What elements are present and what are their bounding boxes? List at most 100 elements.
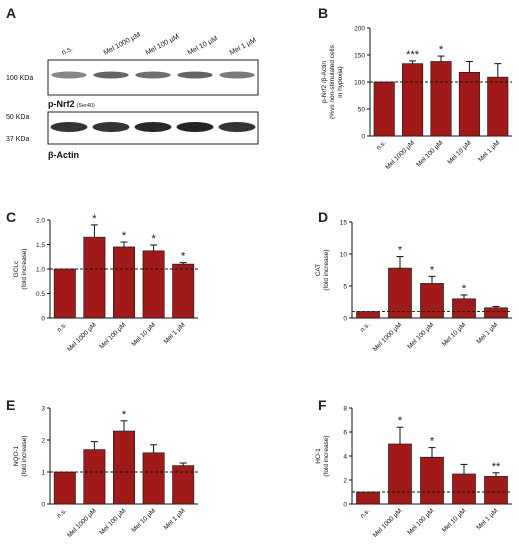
y-tick-label: 4	[343, 453, 347, 460]
bar	[356, 491, 380, 505]
y-tick-label: 0.5	[36, 291, 45, 298]
x-tick-label: n.s.	[56, 321, 68, 333]
significance-mark: *	[462, 283, 467, 295]
panel-letter: F	[318, 397, 327, 413]
chart-c: C 0 0.5 1.0 1.5 2.0 GCLc (fold increase) n.s. * Me…	[6, 209, 198, 353]
y-tick-label: 200	[354, 25, 365, 32]
blot-lane-label: Mel 1 µM	[229, 37, 258, 57]
blot-lane-label: Mel 1000 µM	[103, 31, 142, 56]
bar	[402, 63, 424, 137]
x-tick-label: Mel 100 µM	[406, 321, 435, 350]
bar	[452, 473, 476, 505]
x-tick-label: Mel 1000 µM	[66, 321, 98, 353]
significance-mark: *	[151, 233, 156, 245]
bar	[388, 267, 412, 319]
x-tick-label: Mel 10 µM	[441, 321, 468, 348]
x-tick-label: n.s.	[359, 321, 371, 333]
marker-50kda: 50 KDa	[6, 114, 29, 121]
bar	[83, 449, 106, 505]
significance-mark: *	[398, 245, 403, 257]
y-tick-label: 0	[41, 315, 45, 322]
significance-mark: *	[439, 44, 444, 56]
bar	[373, 81, 395, 137]
blot-lane-label: Mel 10 µM	[187, 35, 219, 57]
blot-band-actin	[50, 122, 88, 132]
panel-a-letter: A	[6, 5, 16, 21]
bar	[53, 268, 76, 319]
significance-mark: *	[122, 230, 127, 242]
bar	[452, 298, 476, 319]
y-tick-label: 2	[343, 477, 347, 484]
significance-mark: *	[398, 415, 403, 427]
y-tick-label: 0	[343, 315, 347, 322]
bar	[53, 471, 76, 505]
blot-lane-labels: n.s. Mel 1000 µM Mel 100 µM Mel 10 µM Mel 1 …	[61, 31, 258, 56]
x-tick-label: Mel 10 µM	[441, 507, 468, 534]
x-tick-label: n.s.	[375, 139, 387, 151]
x-tick-label: n.s.	[359, 507, 371, 519]
y-axis-label: (%vs non-stimulated cells	[329, 44, 336, 118]
bar	[83, 236, 106, 319]
y-tick-label: 15	[340, 219, 348, 226]
y-axis-label: (fold increase)	[323, 435, 330, 476]
y-axis-label: (fold increase)	[21, 435, 28, 476]
blot-band-pnrf2	[219, 71, 255, 79]
y-axis-label: p-Nrf2 /β-Actin	[321, 61, 328, 103]
panel-letter: C	[6, 209, 16, 225]
y-tick-label: 1	[41, 469, 45, 476]
y-tick-label: 0	[343, 501, 347, 508]
bar	[113, 430, 135, 505]
y-tick-label: 2.0	[36, 217, 45, 224]
significance-mark: *	[430, 436, 435, 448]
y-axis-label: in hypoxia)	[337, 66, 344, 97]
panel-letter: D	[318, 209, 328, 225]
y-tick-label: 100	[354, 79, 365, 86]
y-axis-label: HO-1	[315, 448, 322, 464]
y-tick-label: 0	[361, 133, 365, 140]
y-axis-label: (fold increase)	[323, 249, 330, 290]
blot-band-actin	[176, 122, 214, 132]
blot-lane-label: n.s.	[61, 45, 74, 57]
caption-actin: β-Actin	[48, 150, 79, 160]
y-tick-label: 10	[340, 251, 348, 258]
x-tick-label: Mel 1 µM	[163, 321, 187, 345]
x-tick-label: n.s.	[56, 507, 68, 519]
significance-mark: **	[492, 461, 501, 473]
x-tick-label: Mel 1 µM	[475, 321, 499, 345]
chart-e: E 0 1 2 3 NQO-1 (fold increase) n.s.Mel 1000 µM…	[6, 397, 198, 539]
blot-band-actin	[218, 122, 256, 132]
bar	[172, 263, 195, 319]
chart-f: F 0 2 4 6 8 HO-1 (fold increase) n.s. * Mel 1000 µ…	[315, 397, 512, 539]
y-tick-label: 8	[343, 405, 347, 412]
bar	[142, 452, 165, 505]
marker-100kda: 100 KDa	[6, 75, 33, 82]
blot-lane-label: Mel 100 µM	[145, 33, 181, 56]
x-tick-label: Mel 1 µM	[477, 139, 501, 163]
chart-d: D 0 5 10 15 CAT (fold increase) n.s. * Mel 1000 µ…	[315, 209, 512, 353]
blot-band-pnrf2	[93, 71, 129, 79]
x-tick-label: Mel 1 µM	[475, 507, 499, 531]
x-tick-label: Mel 1000 µM	[66, 507, 98, 539]
significance-mark: *	[430, 264, 435, 276]
blot-band-pnrf2	[51, 71, 87, 79]
bar	[172, 465, 195, 505]
x-tick-label: Mel 1000 µM	[372, 321, 404, 353]
panel-letter: E	[6, 397, 15, 413]
x-tick-label: Mel 1000 µM	[384, 139, 416, 171]
y-tick-label: 50	[358, 106, 366, 113]
y-tick-label: 150	[354, 52, 365, 59]
bar	[113, 246, 135, 319]
significance-mark: *	[181, 251, 186, 263]
bar	[420, 283, 444, 319]
blot-band-actin	[92, 122, 130, 132]
x-tick-label: Mel 100 µM	[98, 507, 127, 536]
x-tick-label: Mel 100 µM	[415, 139, 444, 168]
x-tick-label: Mel 100 µM	[98, 321, 127, 350]
panel-a-western-blot: A n.s. Mel 1000 µM Mel 100 µM Mel 10 µM Mel …	[6, 5, 259, 160]
bar	[484, 476, 508, 505]
blot-band-actin	[134, 122, 172, 132]
y-tick-label: 6	[343, 429, 347, 436]
bar	[487, 76, 509, 137]
significance-mark: ***	[406, 49, 420, 61]
